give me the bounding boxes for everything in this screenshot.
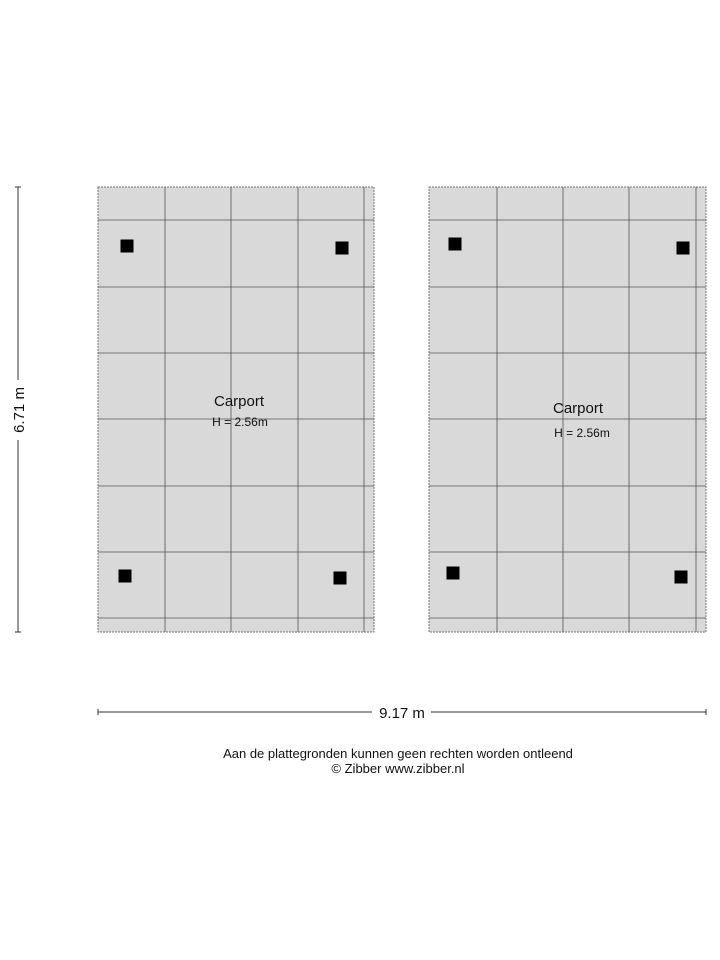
post bbox=[446, 566, 460, 580]
vertical-dimension-label: 6.71 m bbox=[11, 387, 28, 433]
post bbox=[118, 569, 132, 583]
room-label-left: Carport bbox=[214, 393, 265, 410]
post bbox=[676, 241, 690, 255]
room-height-left: H = 2.56m bbox=[212, 415, 268, 429]
post bbox=[333, 571, 347, 585]
post bbox=[335, 241, 349, 255]
copyright: © Zibber www.zibber.nl bbox=[331, 761, 464, 776]
horizontal-dimension-label: 9.17 m bbox=[379, 705, 425, 722]
room-label-right: Carport bbox=[553, 400, 604, 417]
floor-area bbox=[428, 186, 707, 633]
horizontal-dimension: 9.17 m bbox=[97, 705, 707, 722]
post bbox=[448, 237, 462, 251]
room-height-right: H = 2.56m bbox=[554, 426, 610, 440]
vertical-dimension: 6.71 m bbox=[11, 186, 28, 633]
disclaimer: Aan de plattegronden kunnen geen rechten… bbox=[223, 746, 573, 761]
post bbox=[674, 570, 688, 584]
floor-area bbox=[97, 186, 375, 633]
carport-left bbox=[97, 186, 375, 633]
carport-right bbox=[428, 186, 707, 633]
post bbox=[120, 239, 134, 253]
